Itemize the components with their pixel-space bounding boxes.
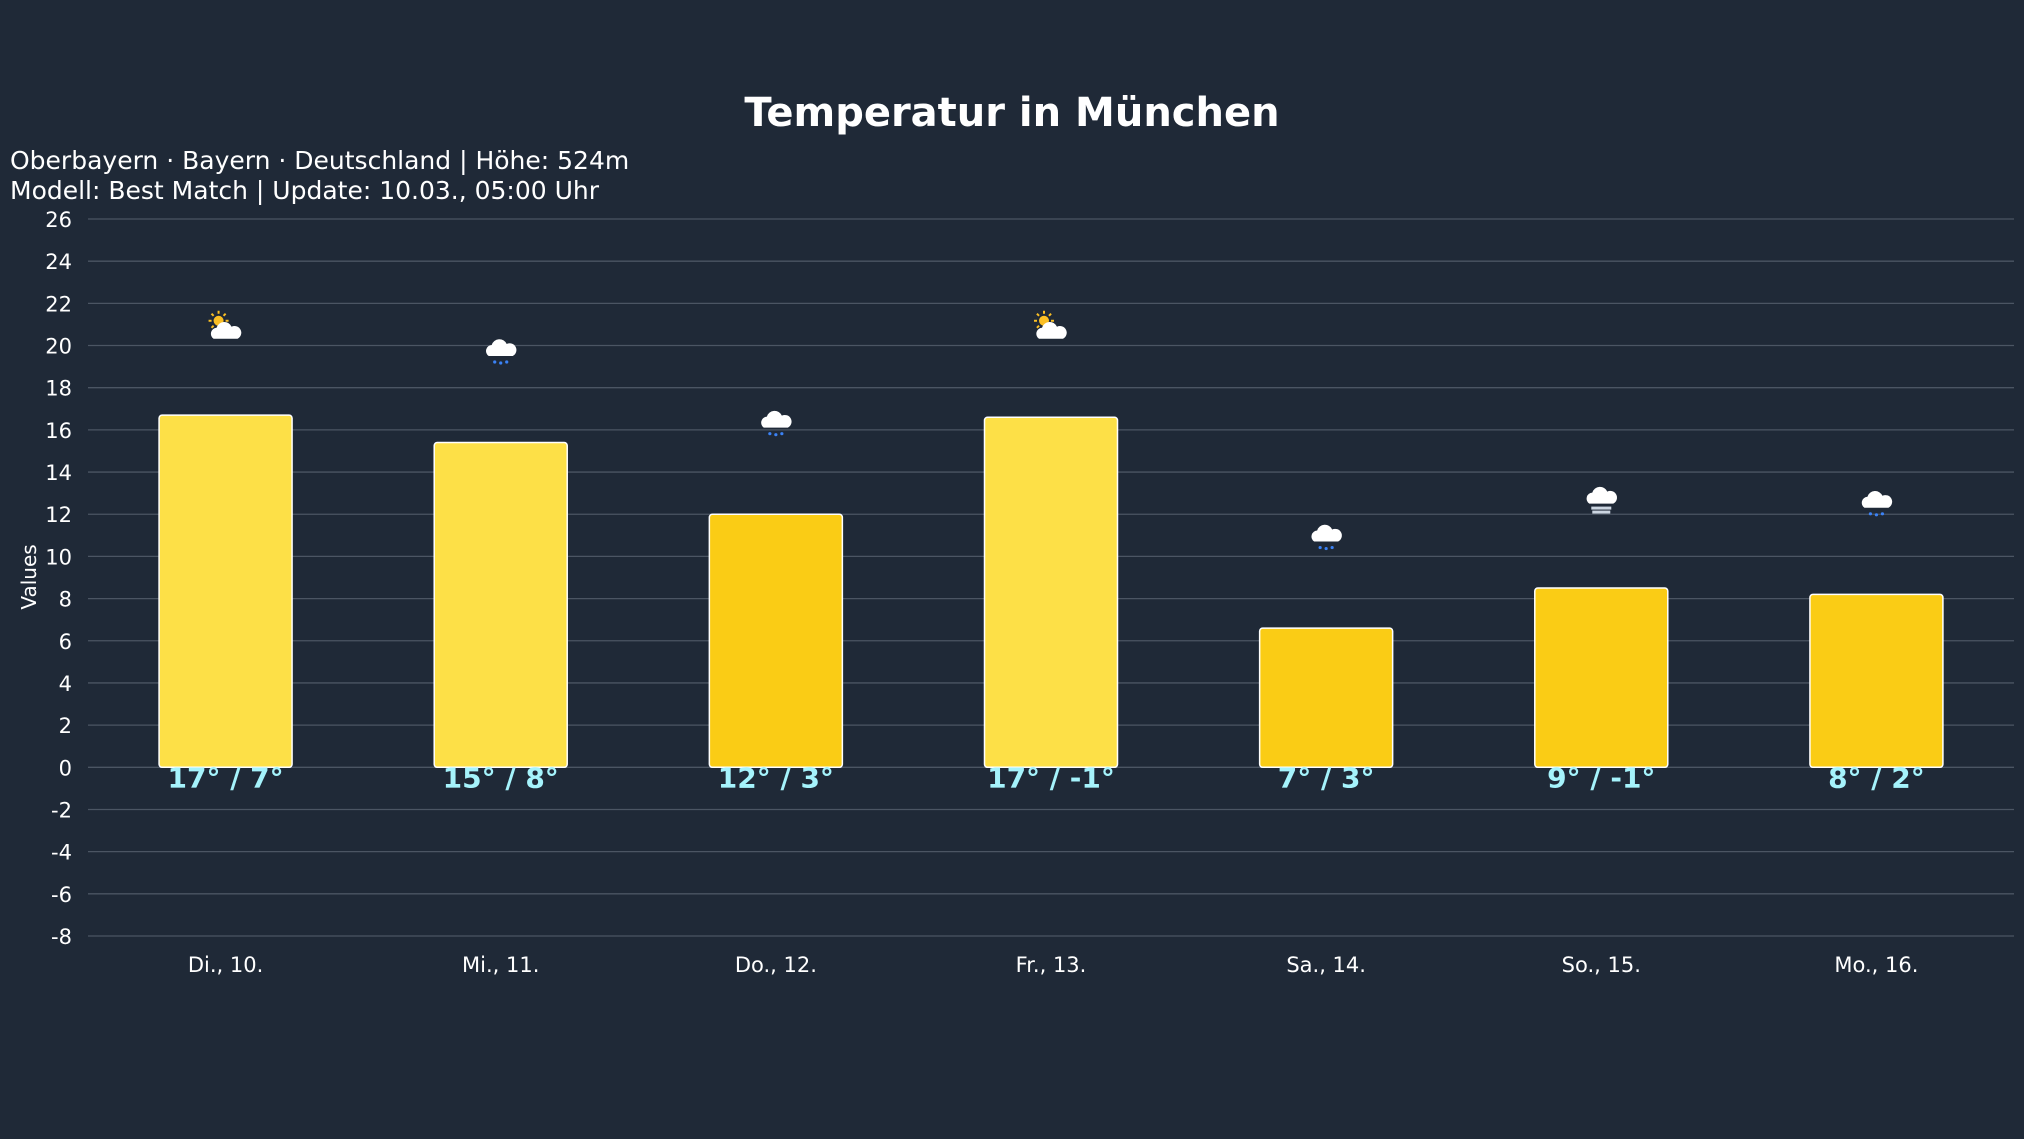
bar-value-label: 17° / -1° — [987, 761, 1115, 794]
x-tick-label: Mi., 11. — [462, 953, 539, 977]
chart-title: Temperatur in München — [744, 90, 1279, 136]
x-tick-label: Sa., 14. — [1286, 953, 1366, 977]
drop-icon — [1330, 545, 1334, 550]
x-tick-label: Fr., 13. — [1016, 953, 1087, 977]
cloud-icon — [761, 410, 792, 428]
bar-value-label: 9° / -1° — [1547, 761, 1655, 794]
y-tick-label: 14 — [45, 461, 72, 485]
y-tick-label: 18 — [45, 377, 72, 401]
drop-icon — [1868, 512, 1873, 516]
bar — [1534, 587, 1669, 769]
subtitle-location: Oberbayern · Bayern · Deutschland | Höhe… — [10, 146, 629, 175]
drizzle-icon — [1311, 524, 1342, 551]
fog-line — [1591, 506, 1612, 510]
cloud-icon — [1586, 486, 1617, 504]
drop-icon — [499, 361, 503, 365]
bar — [983, 416, 1119, 769]
drop-icon — [774, 433, 778, 437]
weather-icons — [208, 310, 1893, 551]
bar — [158, 414, 293, 769]
y-tick-label: -2 — [51, 798, 72, 822]
y-tick-label: 24 — [45, 250, 72, 274]
y-tick-label: 8 — [59, 588, 72, 612]
x-tick-label: Di., 10. — [188, 953, 263, 977]
cloud-icon — [1036, 322, 1067, 339]
y-tick-label: 26 — [45, 208, 72, 232]
drop-icon — [780, 432, 784, 436]
drop-icon — [1324, 546, 1328, 551]
bars — [158, 414, 1944, 769]
data-labels: 17° / 7° 15° / 8° 12° / 3° 17° / -1° 7° / 3°… — [167, 761, 1924, 794]
cloud-icon — [486, 339, 517, 356]
y-tick-label: -8 — [51, 925, 72, 949]
drop-icon — [1880, 512, 1885, 516]
x-tick-label: Mo., 16. — [1834, 953, 1918, 977]
y-tick-label: 6 — [59, 630, 72, 654]
x-tick-label: Do., 12. — [735, 953, 817, 977]
fog-icon — [1586, 486, 1617, 514]
sun-ray — [210, 312, 215, 317]
bar-value-label: 7° / 3° — [1278, 761, 1375, 794]
bar — [708, 513, 844, 769]
cloud-icon — [210, 322, 242, 339]
drop-icon — [493, 360, 497, 364]
y-tick-label: 16 — [45, 419, 72, 443]
drop-icon — [1874, 513, 1879, 517]
drizzle-icon — [486, 339, 517, 365]
sun-ray — [222, 312, 227, 317]
x-tick-label: So., 15. — [1562, 953, 1641, 977]
drizzle-icon — [761, 410, 792, 437]
cloud-icon — [1861, 491, 1893, 508]
sun-ray — [210, 325, 215, 329]
partly-cloudy-icon — [1034, 310, 1067, 339]
sun-ray — [1036, 312, 1040, 317]
y-tick-label: 12 — [45, 503, 72, 527]
subtitle-model: Modell: Best Match | Update: 10.03., 05:… — [10, 176, 600, 205]
y-tick-label: 4 — [59, 672, 72, 696]
y-tick-label: -4 — [51, 841, 72, 865]
bar-value-label: 15° / 8° — [443, 761, 559, 794]
y-tick-label: 22 — [45, 292, 72, 316]
bar — [1258, 627, 1394, 769]
sun-ray — [1036, 325, 1040, 329]
bar — [1809, 593, 1944, 769]
bar-value-label: 12° / 3° — [718, 761, 834, 794]
drop-icon — [768, 432, 772, 436]
bar-value-label: 17° / 7° — [167, 761, 283, 794]
sun-ray — [1048, 312, 1052, 317]
x-tick-labels: Di., 10. Mi., 11. Do., 12. Fr., 13. Sa., 14.… — [188, 953, 1919, 977]
drizzle-icon — [1861, 491, 1893, 517]
y-tick-label: -6 — [51, 883, 72, 907]
cloud-icon — [1311, 524, 1342, 542]
y-tick-label: 0 — [59, 756, 72, 780]
bar-value-label: 8° / 2° — [1828, 761, 1925, 794]
y-tick-label: 10 — [45, 545, 72, 569]
y-axis-title: Values — [17, 544, 41, 609]
partly-cloudy-icon — [208, 310, 242, 339]
bar — [433, 441, 568, 769]
y-tick-label: 20 — [45, 335, 72, 359]
y-tick-label: 2 — [59, 714, 72, 738]
drop-icon — [1318, 545, 1322, 550]
fog-line — [1592, 510, 1611, 514]
drop-icon — [505, 360, 509, 364]
